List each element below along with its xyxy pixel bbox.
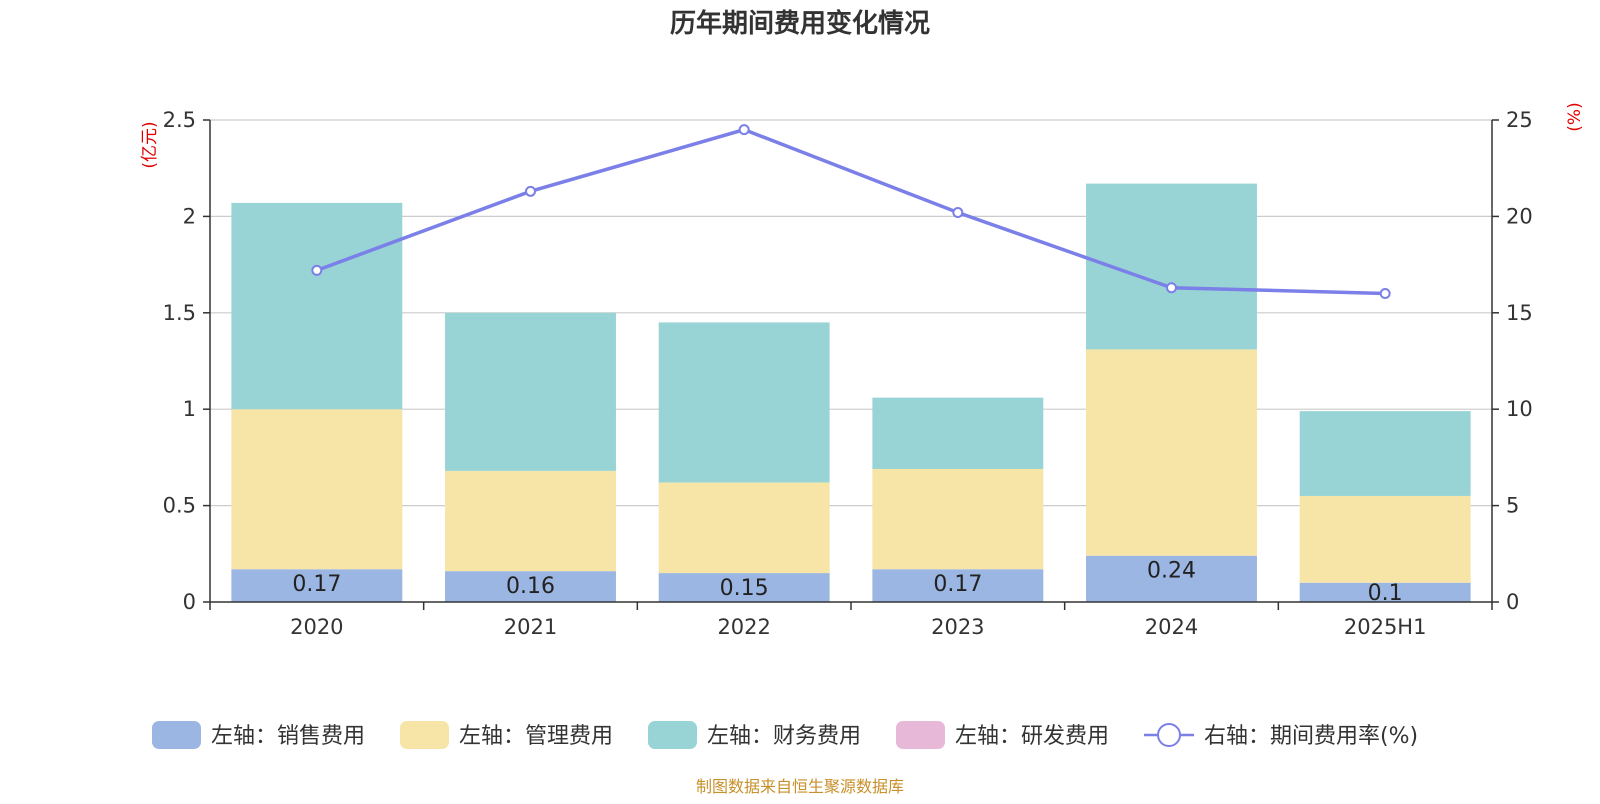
- bar-segment: [445, 470, 616, 572]
- left-tick-label: 0.5: [163, 494, 196, 518]
- data-labels-layer: 0.17 0.16 0.15 0.17 0.24 0.1: [292, 559, 1402, 606]
- data-label: 0.17: [292, 572, 341, 597]
- rate-point: [738, 124, 750, 136]
- rate-point: [1379, 288, 1391, 300]
- left-tick-label: 0: [183, 590, 196, 614]
- legend: 左轴：销售费用 左轴：管理费用 左轴：财务费用 左轴：研发费用 右轴：期间费用率(%): [152, 721, 1418, 749]
- left-tick-label: 1.5: [163, 301, 196, 325]
- legend-label: 左轴：管理费用: [459, 724, 613, 749]
- source-note: 制图数据来自恒生聚源数据库: [696, 777, 904, 796]
- left-tick-label: 1: [183, 397, 196, 421]
- x-tick-label: 2022: [717, 615, 770, 639]
- bar-segment: [231, 202, 403, 410]
- legend-swatch: [152, 721, 201, 749]
- legend-swatch: [896, 721, 945, 749]
- left-tick-label: 2.5: [163, 108, 196, 132]
- right-tick-label: 10: [1506, 397, 1533, 421]
- legend-label: 左轴：财务费用: [707, 724, 861, 749]
- left-axis-unit: (亿元): [140, 121, 160, 168]
- x-tick-label: 2023: [931, 615, 984, 639]
- right-axis-unit: (%): [1565, 102, 1585, 131]
- legend-label: 右轴：期间费用率(%): [1204, 724, 1418, 749]
- line-layer: [311, 124, 1391, 300]
- gridlines: [210, 119, 1492, 507]
- bar-segment: [1299, 411, 1471, 496]
- bar-segment: [1299, 582, 1471, 602]
- right-tick-label: 15: [1506, 301, 1533, 325]
- left-tick-label: 2: [183, 204, 196, 228]
- bar-segment: [658, 482, 830, 574]
- bar-segment: [1299, 495, 1471, 583]
- rate-point: [525, 185, 536, 197]
- x-tick-label: 2020: [290, 615, 343, 639]
- bar-segment: [872, 397, 1044, 469]
- bar-segment: [1086, 555, 1257, 602]
- legend-label: 左轴：研发费用: [955, 724, 1109, 749]
- axes-layer: 0 0.5 1 1.5 2 2.5 0 5 10 15 20 25 (亿元) (%) 2020 2021 202…: [140, 102, 1585, 639]
- data-label: 0.16: [506, 574, 555, 599]
- x-tick-label: 2021: [504, 615, 557, 639]
- bar-segment: [872, 468, 1044, 570]
- bar-segment: [445, 571, 616, 602]
- rate-point: [1166, 282, 1177, 294]
- legend-label: 左轴：销售费用: [211, 724, 365, 749]
- right-tick-label: 20: [1506, 204, 1533, 228]
- data-label: 0.1: [1368, 581, 1403, 606]
- data-label: 0.15: [720, 576, 769, 601]
- rate-point: [311, 264, 323, 276]
- data-label: 0.24: [1147, 559, 1196, 584]
- bar-segment: [445, 312, 616, 471]
- x-tick-label: 2024: [1145, 615, 1198, 639]
- right-tick-label: 0: [1506, 590, 1519, 614]
- legend-swatch: [400, 721, 449, 749]
- legend-line-marker: [1157, 723, 1181, 747]
- right-tick-label: 25: [1506, 108, 1533, 132]
- bar-segment: [658, 322, 830, 483]
- bar-segment: [658, 573, 830, 602]
- rate-point: [952, 207, 964, 219]
- bar-segment: [872, 569, 1044, 602]
- legend-swatch: [648, 721, 697, 749]
- bars-layer: [231, 183, 1471, 602]
- chart-title: 历年期间费用变化情况: [670, 8, 930, 39]
- bar-segment: [231, 569, 403, 602]
- bar-segment: [231, 409, 403, 570]
- data-label: 0.17: [933, 572, 982, 597]
- rate-line: [316, 127, 1386, 296]
- x-tick-label: 2025H1: [1344, 615, 1427, 639]
- bar-segment: [1086, 349, 1257, 556]
- right-tick-label: 5: [1506, 494, 1519, 518]
